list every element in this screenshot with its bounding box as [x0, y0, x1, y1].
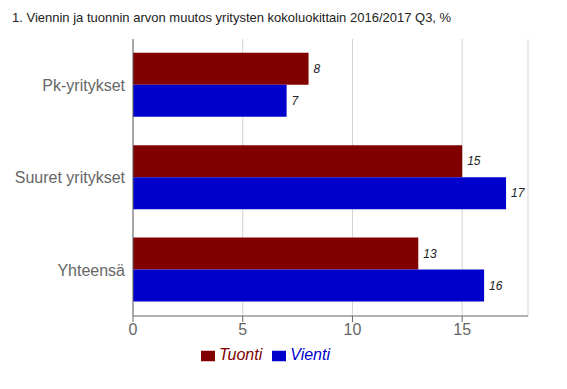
svg-text:10: 10 — [344, 321, 362, 338]
svg-text:7: 7 — [292, 94, 300, 108]
html-text:1. Viennin ja tuonnin arvon mu: 1. Viennin ja tuonnin arvon muutos yrity… — [12, 10, 452, 25]
svg-text:8: 8 — [314, 62, 321, 76]
svg-text:5: 5 — [238, 321, 247, 338]
svg-text:16: 16 — [489, 279, 503, 293]
svg-text:15: 15 — [453, 321, 471, 338]
svg-text:Pk-yritykset: Pk-yritykset — [42, 77, 125, 94]
svg-text:13: 13 — [423, 247, 437, 261]
svg-text:0: 0 — [129, 321, 138, 338]
svg-text:Yhteensä: Yhteensä — [57, 262, 125, 279]
svg-text:Suuret yritykset: Suuret yritykset — [15, 169, 126, 186]
html-text:Tuonti: Tuonti — [219, 346, 263, 363]
html-text:Vienti: Vienti — [290, 346, 330, 363]
svg-text:17: 17 — [511, 186, 526, 200]
svg-text:15: 15 — [467, 154, 481, 168]
